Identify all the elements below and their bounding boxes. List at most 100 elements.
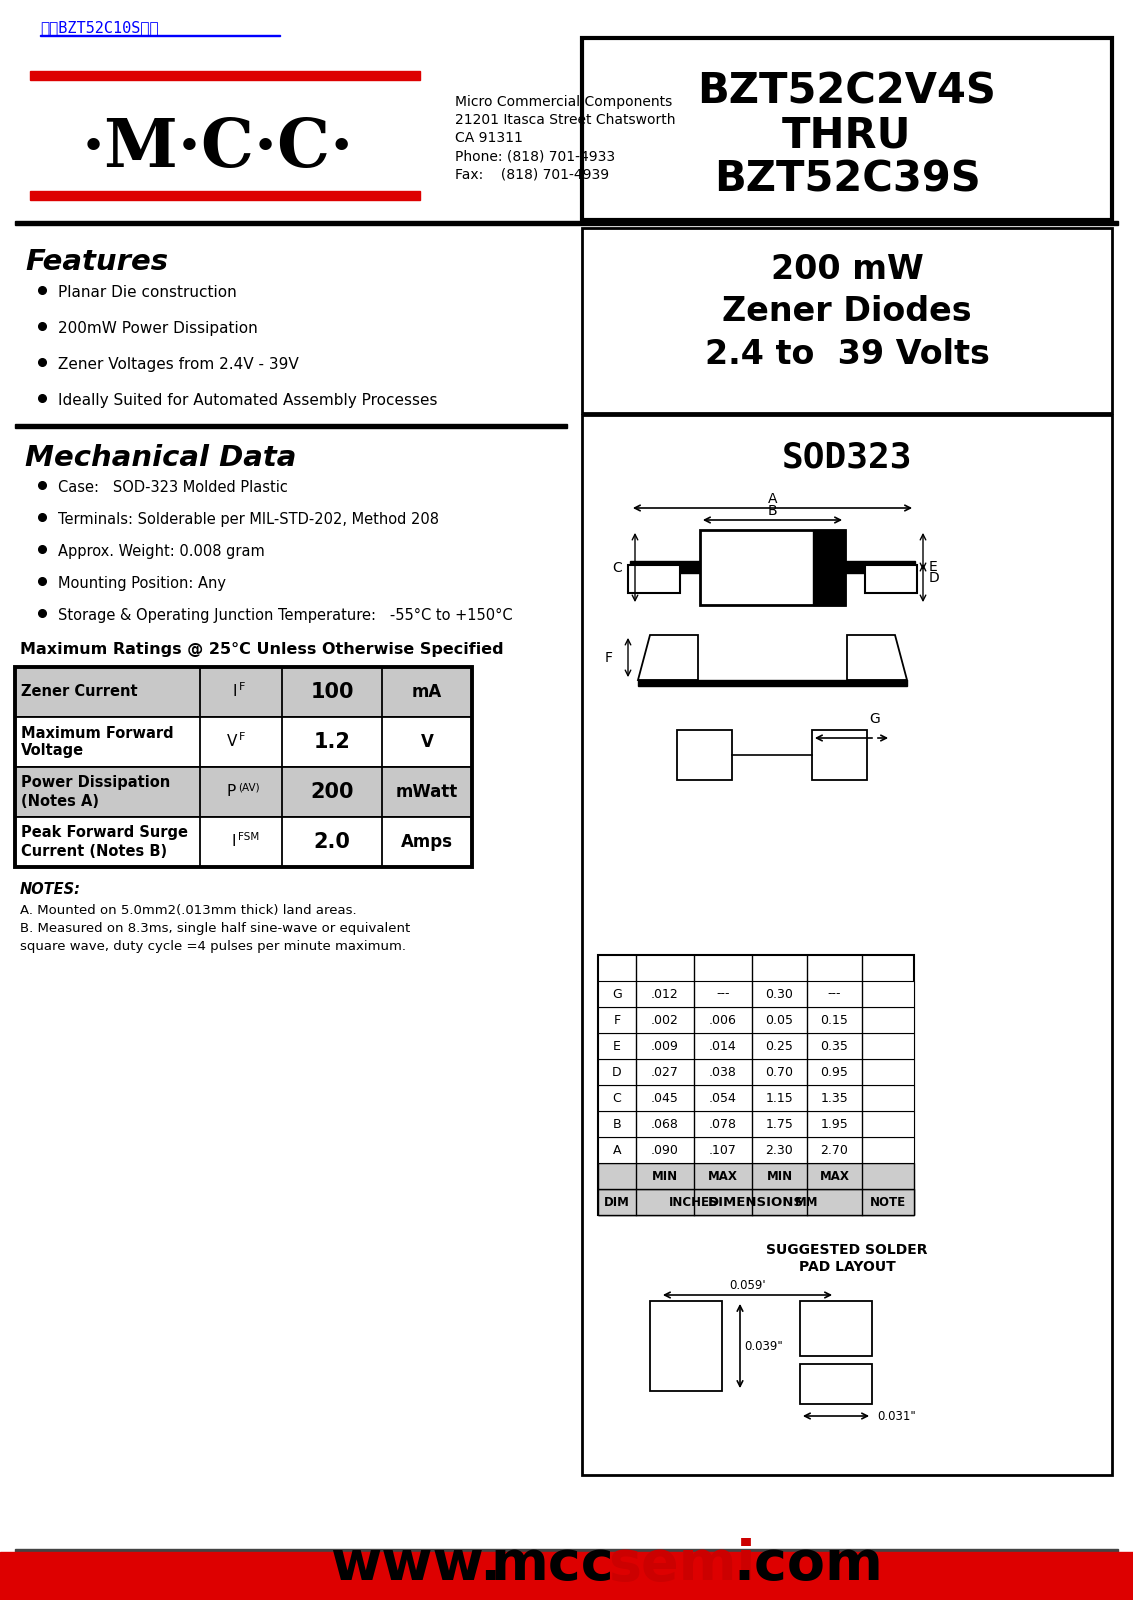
Bar <box>638 680 908 686</box>
Text: E: E <box>929 560 938 574</box>
Text: BZT52C39S: BZT52C39S <box>714 158 980 200</box>
Text: 0.15: 0.15 <box>820 1013 849 1027</box>
Text: 200: 200 <box>310 782 353 802</box>
Text: SOD323: SOD323 <box>782 440 912 474</box>
Bar <box>582 227 1111 413</box>
Text: mA: mA <box>412 683 442 701</box>
Text: V: V <box>420 733 434 750</box>
Bar <box>678 730 732 781</box>
Text: Maximum Ratings @ 25°C Unless Otherwise Specified: Maximum Ratings @ 25°C Unless Otherwise … <box>20 642 504 658</box>
Text: MAX: MAX <box>819 1170 850 1182</box>
Text: MM: MM <box>795 1195 819 1208</box>
Text: MIN: MIN <box>766 1170 793 1182</box>
Text: A: A <box>768 493 777 506</box>
Text: Planar Die construction: Planar Die construction <box>58 285 237 301</box>
Text: Ideally Suited for Automated Assembly Processes: Ideally Suited for Automated Assembly Pr… <box>58 394 437 408</box>
Text: .006: .006 <box>709 1013 736 1027</box>
Bar <box>598 1034 914 1059</box>
Text: semi: semi <box>608 1538 756 1592</box>
Text: 2.0: 2.0 <box>314 832 350 851</box>
Text: BZT52C2V4S: BZT52C2V4S <box>698 70 996 112</box>
Text: Phone: (818) 701-4933: Phone: (818) 701-4933 <box>455 149 615 163</box>
Text: G: G <box>870 712 880 726</box>
Text: mWatt: mWatt <box>395 782 458 802</box>
Text: ---: --- <box>716 987 730 1000</box>
Bar <box>582 414 1111 1475</box>
Text: 1.35: 1.35 <box>820 1091 849 1104</box>
Text: .090: .090 <box>651 1144 679 1157</box>
Bar <box>598 1138 914 1163</box>
Text: DIM: DIM <box>604 1195 630 1208</box>
Bar <box>598 1189 914 1214</box>
Text: .078: .078 <box>709 1117 736 1131</box>
Text: B: B <box>768 504 777 518</box>
Text: 0.05: 0.05 <box>766 1013 793 1027</box>
Text: INCHES: INCHES <box>670 1195 718 1208</box>
Polygon shape <box>638 635 698 680</box>
Text: Features: Features <box>25 248 168 275</box>
Text: Mounting Position: Any: Mounting Position: Any <box>58 576 225 590</box>
Bar <box>812 730 867 781</box>
Bar <box>15 818 472 867</box>
Bar <box>15 717 472 766</box>
Text: .012: .012 <box>651 987 679 1000</box>
Text: 1.2: 1.2 <box>314 733 350 752</box>
Text: Micro Commercial Components: Micro Commercial Components <box>455 94 672 109</box>
Text: Case:   SOD-323 Molded Plastic: Case: SOD-323 Molded Plastic <box>58 480 288 494</box>
Bar <box>650 1301 722 1390</box>
Text: C: C <box>613 1091 621 1104</box>
Text: .027: .027 <box>651 1066 679 1078</box>
Text: .009: .009 <box>651 1040 679 1053</box>
Text: FSM: FSM <box>238 832 259 842</box>
Bar <box>700 530 845 605</box>
Text: C: C <box>612 560 622 574</box>
Text: Power Dissipation
(Notes A): Power Dissipation (Notes A) <box>22 776 170 808</box>
Text: .002: .002 <box>651 1013 679 1027</box>
Text: I: I <box>232 685 237 699</box>
Text: 0.30: 0.30 <box>766 987 793 1000</box>
Text: 21201 Itasca Street Chatsworth: 21201 Itasca Street Chatsworth <box>455 114 675 126</box>
Bar <box>800 1363 872 1405</box>
Text: Zener Voltages from 2.4V - 39V: Zener Voltages from 2.4V - 39V <box>58 357 299 371</box>
Bar <box>813 530 845 605</box>
Text: DIMENSIONS: DIMENSIONS <box>708 1195 804 1208</box>
Text: .com: .com <box>733 1538 883 1592</box>
Text: NOTE: NOTE <box>870 1195 906 1208</box>
Text: F: F <box>239 733 246 742</box>
Text: Storage & Operating Junction Temperature:   -55°C to +150°C: Storage & Operating Junction Temperature… <box>58 608 512 622</box>
Bar <box>598 1163 914 1189</box>
Bar <box>598 1059 914 1085</box>
Text: 0.25: 0.25 <box>766 1040 793 1053</box>
Text: ---: --- <box>828 987 841 1000</box>
Text: .054: .054 <box>709 1091 736 1104</box>
Bar <box>29 70 420 80</box>
Bar <box>29 190 420 200</box>
Text: Approx. Weight: 0.008 gram: Approx. Weight: 0.008 gram <box>58 544 265 558</box>
Text: D: D <box>929 571 939 584</box>
Bar <box>598 955 914 1214</box>
Text: PAD LAYOUT: PAD LAYOUT <box>799 1261 895 1274</box>
Text: D: D <box>612 1066 622 1078</box>
Text: 2.70: 2.70 <box>820 1144 849 1157</box>
Text: .038: .038 <box>709 1066 736 1078</box>
Text: ·M·C·C·: ·M·C·C· <box>82 115 355 181</box>
Text: 0.039": 0.039" <box>744 1339 783 1352</box>
Text: .107: .107 <box>709 1144 736 1157</box>
Bar <box>598 981 914 1006</box>
Bar <box>628 565 680 594</box>
Text: .014: .014 <box>709 1040 736 1053</box>
Text: www.: www. <box>330 1538 501 1592</box>
Bar <box>598 1085 914 1110</box>
Text: B: B <box>613 1117 621 1131</box>
Text: Maximum Forward
Voltage: Maximum Forward Voltage <box>22 725 173 758</box>
Text: 100: 100 <box>310 682 353 702</box>
Text: 200 mW: 200 mW <box>770 253 923 286</box>
Text: Zener Current: Zener Current <box>22 685 137 699</box>
Text: E: E <box>613 1040 621 1053</box>
Bar <box>800 1301 872 1357</box>
Text: Zener Diodes: Zener Diodes <box>722 294 972 328</box>
Bar <box>630 562 700 573</box>
Text: A. Mounted on 5.0mm2(.013mm thick) land areas.: A. Mounted on 5.0mm2(.013mm thick) land … <box>20 904 357 917</box>
Text: SUGGESTED SOLDER: SUGGESTED SOLDER <box>766 1243 928 1258</box>
Text: MIN: MIN <box>651 1170 678 1182</box>
